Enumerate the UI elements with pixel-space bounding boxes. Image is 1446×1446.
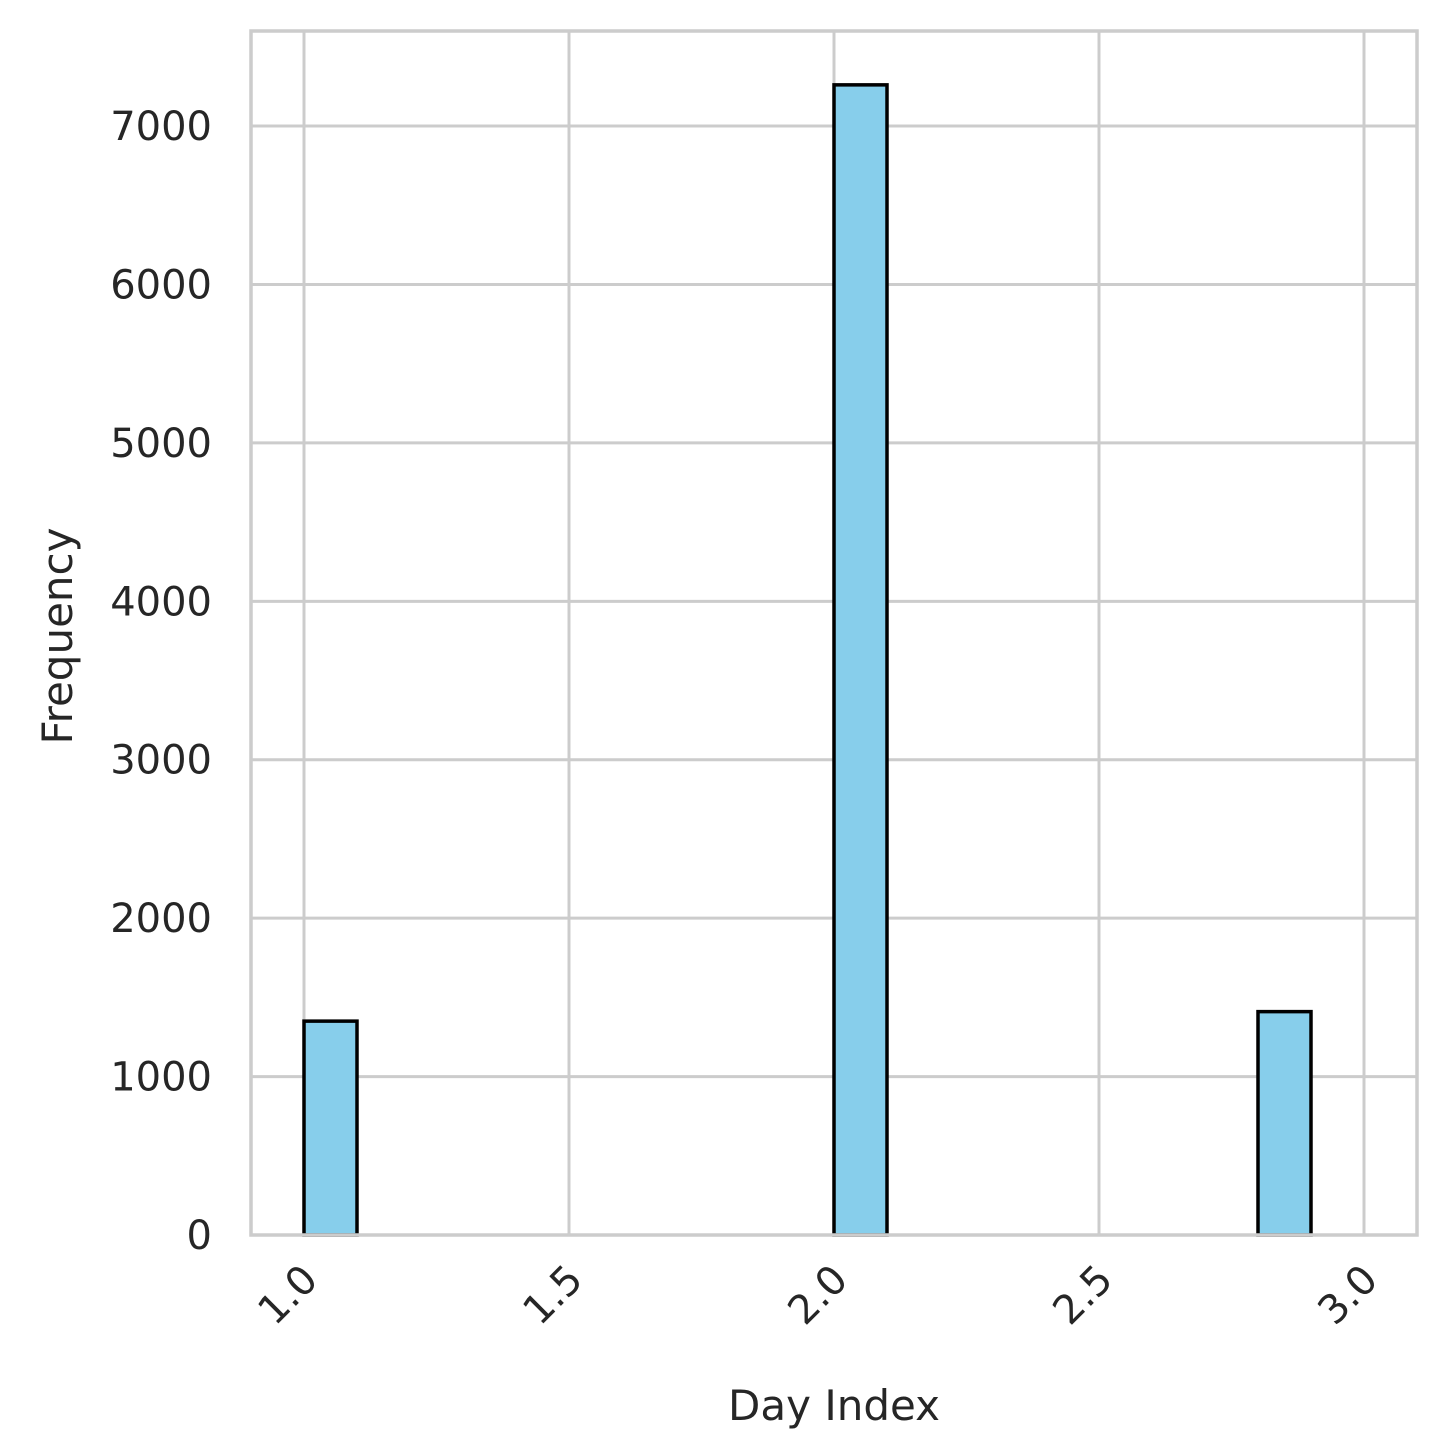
x-tick-label: 1.5 bbox=[514, 1256, 592, 1334]
histogram-bar bbox=[832, 83, 889, 1237]
y-tick-label: 0 bbox=[187, 1213, 212, 1259]
x-tick-label: 1.0 bbox=[249, 1256, 327, 1334]
histogram-bar bbox=[1256, 1009, 1313, 1237]
y-tick-label: 2000 bbox=[110, 896, 212, 942]
y-tick-label: 4000 bbox=[110, 579, 212, 625]
bars-layer bbox=[302, 83, 1313, 1237]
y-tick-labels: 0 1000 2000 3000 4000 5000 6000 7000 bbox=[110, 104, 212, 1259]
histogram-bar bbox=[302, 1019, 359, 1237]
x-tick-labels: 1.0 1.5 2.0 2.5 3.0 bbox=[249, 1256, 1387, 1334]
x-tick-label: 3.0 bbox=[1309, 1256, 1387, 1334]
x-tick-label: 2.5 bbox=[1044, 1256, 1122, 1334]
y-axis-label: Frequency bbox=[33, 528, 82, 745]
y-tick-label: 3000 bbox=[110, 738, 212, 784]
y-tick-label: 6000 bbox=[110, 262, 212, 308]
plot-frame bbox=[249, 29, 1419, 1237]
x-axis-label: Day Index bbox=[728, 1381, 940, 1430]
x-tick-label: 2.0 bbox=[779, 1256, 857, 1334]
y-tick-label: 5000 bbox=[110, 421, 212, 467]
y-tick-label: 7000 bbox=[110, 104, 212, 150]
y-tick-label: 1000 bbox=[110, 1055, 212, 1101]
